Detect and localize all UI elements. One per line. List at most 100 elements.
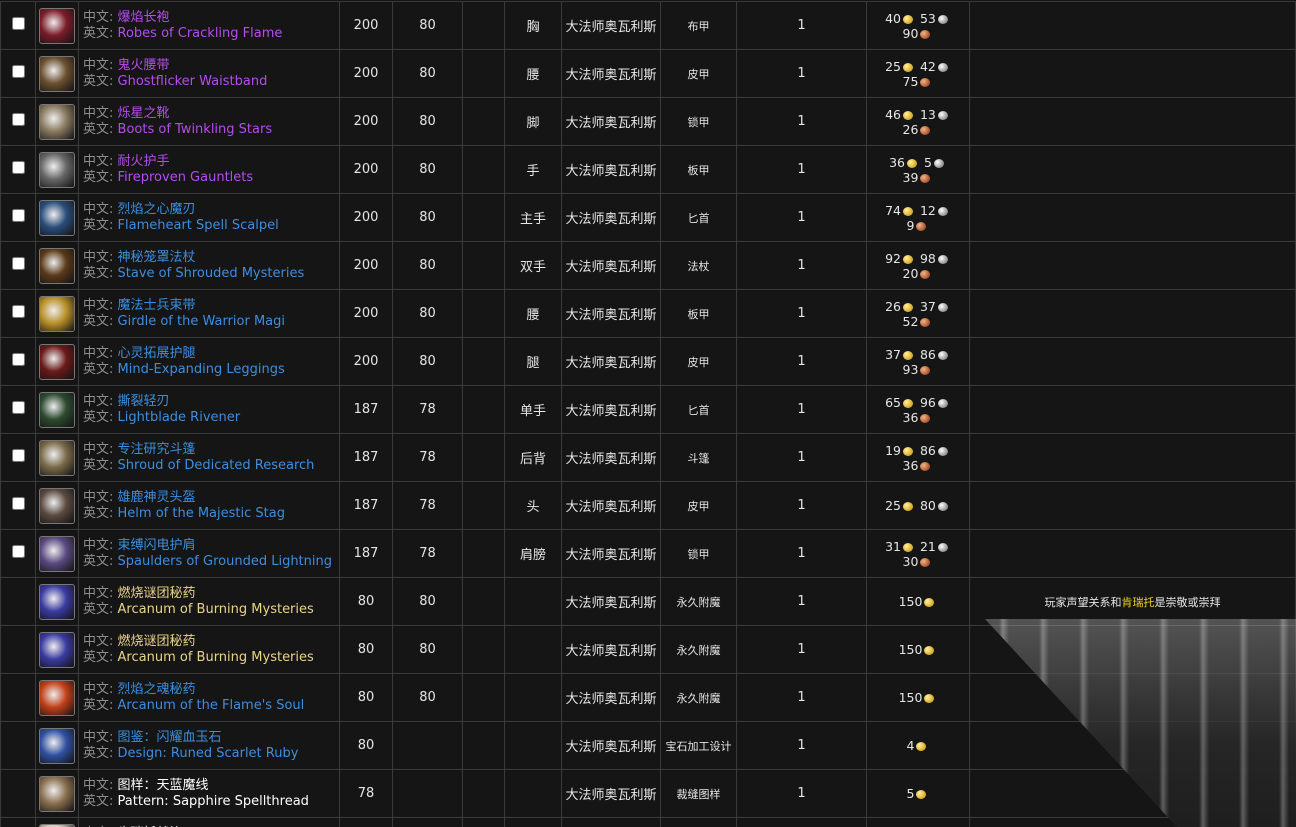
row-checkbox[interactable] [11,545,25,558]
gold-coin [903,110,913,120]
price-cell: 5 [866,769,970,818]
icon-cell [35,577,79,626]
name-cell: 中文: 心灵拓展护腿 英文: Mind-Expanding Leggings [78,337,340,386]
quantity: 1 [797,786,806,801]
label-zh: 中文: [83,441,114,457]
required-level: 80 [419,66,436,81]
item-type-cell: 战袍 [660,817,737,827]
checkbox-cell [0,193,36,242]
quantity-cell: 1 [736,673,867,722]
vendor: 大法师奥瓦利斯 [565,548,657,563]
row-checkbox[interactable] [11,449,25,462]
icon-cell [35,193,79,242]
gold-coin [903,350,913,360]
item-name-zh: 爆焰长袍 [117,9,170,25]
gold-amount: 5 [906,786,915,801]
quantity: 1 [797,258,806,273]
name-zh-line: 中文: 图样：天蓝魔线 [83,778,335,794]
item-type: 斗篷 [687,451,710,465]
gold-amount: 31 [885,538,901,554]
item-level-cell: 80 [339,577,393,626]
required-level: 80 [419,18,436,33]
label-zh: 中文: [83,57,114,73]
silver-amount: 53 [919,10,936,26]
row-checkbox[interactable] [11,65,25,78]
vendor: 大法师奥瓦利斯 [565,116,657,131]
item-level: 80 [357,594,375,609]
quantity: 1 [797,546,806,561]
item-level: 200 [353,306,379,321]
name-en-line: 英文: Lightblade Rivener [83,410,335,426]
row-checkbox[interactable] [11,305,25,318]
icon-cell [35,817,79,827]
item-name-zh: 烈焰之魂秘药 [117,681,196,697]
checkbox-cell [0,289,36,338]
silver-coin [937,206,948,216]
copper-amount: 9 [906,217,915,233]
note-cell [969,1,1296,50]
price-gold: 36 [889,155,920,170]
item-type: 匕首 [687,211,710,225]
price-cell: 40 53 90 [866,1,970,50]
quantity-cell: 1 [736,529,867,578]
item-row: 中文: 心灵拓展护腿 英文: Mind-Expanding Leggings 200… [0,337,1296,386]
slot-cell [504,721,562,770]
item-level-cell: 187 [339,529,393,578]
row-checkbox[interactable] [11,113,25,126]
row-checkbox[interactable] [11,497,25,510]
required-level-cell: 80 [392,577,463,626]
price-cell: 46 13 26 [866,97,970,146]
required-level: 80 [419,690,436,705]
name-en-line: 英文: Flameheart Spell Scalpel [83,218,335,234]
name-zh-line: 中文: 燃烧谜团秘药 [83,586,335,602]
quantity: 1 [797,354,806,369]
quantity-cell: 1 [736,625,867,674]
gold-coin [903,254,913,264]
item-level: 187 [353,546,379,561]
item-name-zh: 雄鹿神灵头盔 [117,489,196,505]
item-icon [39,7,75,44]
item-type-cell: 永久附魔 [660,577,737,626]
gold-amount: 74 [885,202,901,218]
item-icon [39,103,75,140]
note-cell [969,49,1296,98]
vendor: 大法师奥瓦利斯 [565,740,657,755]
item-level: 80 [357,690,375,705]
name-zh-line: 中文: 雄鹿神灵头盔 [83,490,335,506]
required-level-cell [392,817,463,827]
row-checkbox[interactable] [11,401,25,414]
slot-cell: 肩膀 [504,529,562,578]
note-cell [969,625,1296,674]
row-checkbox[interactable] [11,17,25,30]
item-type-cell: 锁甲 [660,529,737,578]
price-gold: 65 [885,395,916,410]
gold-coin [903,206,913,216]
copper-coin [920,77,931,87]
item-level-cell: 187 [339,385,393,434]
name-cell: 中文: 烈焰之魂秘药 英文: Arcanum of the Flame's Sou… [78,673,340,722]
vendor: 大法师奥瓦利斯 [565,692,657,707]
name-cell: 中文: 燃烧谜团秘药 英文: Arcanum of Burning Mysteri… [78,625,340,674]
row-checkbox[interactable] [11,257,25,270]
row-checkbox[interactable] [11,209,25,222]
row-checkbox[interactable] [11,353,25,366]
slot-cell: 腰 [504,49,562,98]
empty-cell [462,289,505,338]
gold-coin [903,62,913,72]
item-row: 中文: 专注研究斗篷 英文: Shroud of Dedicated Resear… [0,433,1296,482]
required-level: 80 [419,114,436,129]
checkbox-cell [0,145,36,194]
required-level-cell [392,769,463,818]
empty-cell [462,673,505,722]
item-name-zh: 专注研究斗篷 [117,441,196,457]
item-row: 中文: 雄鹿神灵头盔 英文: Helm of the Majestic Stag 1… [0,481,1296,530]
silver-coin [937,542,948,552]
item-name-en: Fireproven Gauntlets [117,169,254,185]
row-checkbox[interactable] [11,161,25,174]
item-type: 裁缝图样 [676,787,721,801]
name-en-line: 英文: Mind-Expanding Leggings [83,362,335,378]
item-type-cell: 皮甲 [660,337,737,386]
item-type-cell: 永久附魔 [660,625,737,674]
vendor-cell: 大法师奥瓦利斯 [561,673,661,722]
price-gold: 5 [907,786,930,801]
